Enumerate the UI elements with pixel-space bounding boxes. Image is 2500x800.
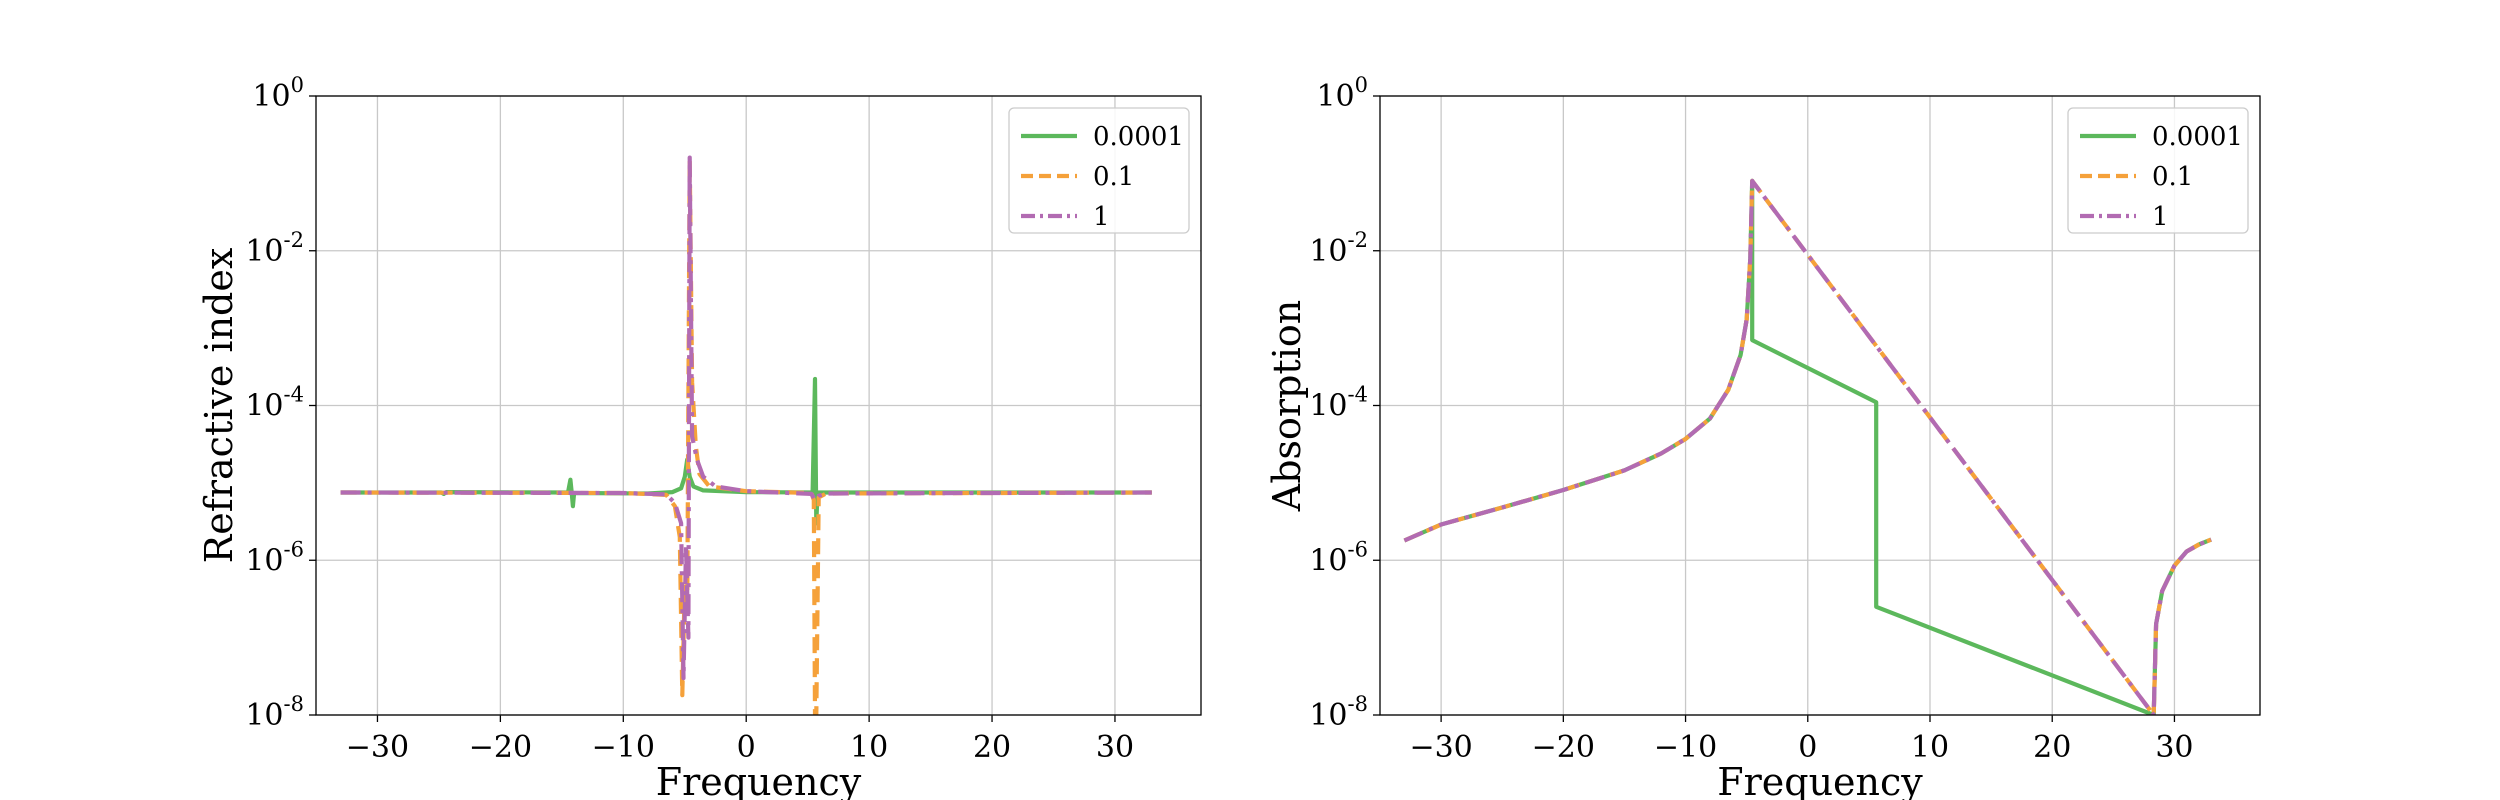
chart-absorption: −30 −20 −10 0 10 20 30 10-8 10-6 10-4 10-2 100 Frequ… [1265, 73, 2261, 800]
y-tick-label: 10-2 [1309, 228, 1368, 269]
axes-frame [1379, 95, 2261, 716]
series-line-2 [340, 155, 1152, 681]
y-tick-label: 10-4 [245, 383, 304, 424]
series-group [340, 155, 1152, 715]
x-tick-label: 10 [850, 730, 888, 765]
y-tick-label: 100 [1316, 73, 1368, 114]
x-tick-label: −10 [1654, 730, 1717, 765]
x-tick-label: 20 [973, 730, 1011, 765]
y-axis-label: Refractive index [197, 248, 241, 564]
series-line-0 [340, 376, 1152, 526]
x-tick-label: −10 [592, 730, 655, 765]
x-tick-label: 20 [2033, 730, 2071, 765]
series-group [1403, 178, 2212, 715]
y-tick-label: 10-2 [245, 228, 304, 269]
legend-label-2: 1 [2152, 202, 2169, 232]
legend: 0.0001 0.1 1 [2067, 107, 2249, 234]
y-axis-label: Absorption [1265, 300, 1309, 512]
x-tick-label: −20 [469, 730, 532, 765]
legend: 0.0001 0.1 1 [1008, 107, 1190, 234]
chart-refractive-index: −30 −20 −10 0 10 20 30 10-8 10-6 10-4 10-2 100 Frequ… [197, 73, 1202, 800]
legend-box [2067, 107, 2249, 234]
axes-frame [315, 95, 1202, 716]
legend-label-1: 0.1 [2152, 162, 2193, 192]
y-tick-label: 10-6 [245, 537, 304, 578]
x-tick-label: −30 [346, 730, 409, 765]
series-line-1 [340, 157, 1152, 715]
y-tick-label: 10-4 [1309, 383, 1368, 424]
x-tick-label: −30 [1409, 730, 1472, 765]
x-axis-label: Frequency [1717, 760, 1923, 800]
x-axis-label: Frequency [656, 760, 862, 800]
y-tick-label: 10-6 [1309, 537, 1368, 578]
x-tick-label: 30 [2155, 730, 2193, 765]
y-tick-label: 100 [252, 73, 304, 114]
x-tick-label: 0 [1798, 730, 1817, 765]
y-tick-label: 10-8 [1309, 692, 1368, 733]
series-line-2 [1403, 178, 2212, 715]
legend-label-2: 1 [1093, 202, 1110, 232]
legend-box [1008, 107, 1190, 234]
x-tick-label: 30 [1096, 730, 1134, 765]
legend-label-0: 0.0001 [2152, 122, 2243, 152]
x-tick-label: 0 [737, 730, 756, 765]
legend-label-1: 0.1 [1093, 162, 1134, 192]
y-tick-label: 10-8 [245, 692, 304, 733]
x-tick-label: 10 [1911, 730, 1949, 765]
x-tick-label: −20 [1532, 730, 1595, 765]
legend-label-0: 0.0001 [1093, 122, 1184, 152]
